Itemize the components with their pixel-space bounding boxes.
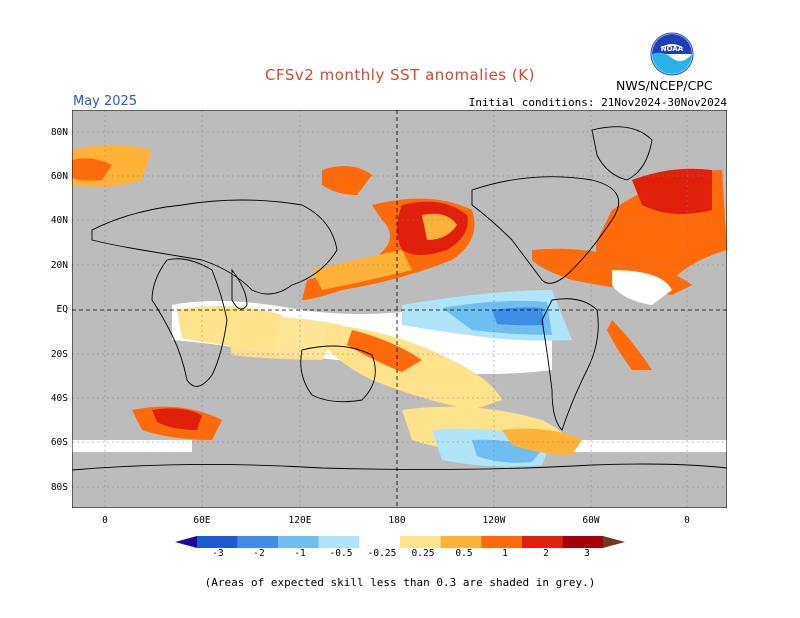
lat-label: 80N	[50, 127, 68, 138]
colorbar-segment	[400, 536, 441, 548]
lat-label: 20S	[50, 349, 68, 360]
colorbar-segment	[440, 536, 482, 548]
lat-label: 40S	[50, 393, 68, 404]
forecast-month: May 2025	[73, 94, 138, 109]
chart-title: CFSv2 monthly SST anomalies (K)	[265, 66, 535, 84]
skill-footnote: (Areas of expected skill less than 0.3 a…	[204, 576, 596, 589]
svg-text:NOAA: NOAA	[661, 45, 684, 53]
lat-label: 60N	[50, 171, 68, 182]
lon-label: 0	[684, 515, 690, 526]
colorbar-segment	[175, 536, 197, 548]
sst-anomaly-map	[72, 110, 727, 508]
noaa-logo-icon: NOAA	[650, 32, 694, 76]
colorbar-label: -0.25	[367, 548, 397, 559]
lon-label: 60E	[193, 515, 211, 526]
colorbar-segment	[359, 536, 400, 548]
colorbar-label: 0.25	[411, 548, 435, 559]
lat-label: 60S	[50, 437, 68, 448]
lon-label: 60W	[582, 515, 600, 526]
lat-label: 20N	[50, 260, 68, 271]
lat-label: 80S	[50, 482, 68, 493]
colorbar-label: 1	[502, 548, 508, 559]
lat-label: 40N	[50, 215, 68, 226]
colorbar-label: -1	[294, 548, 306, 559]
colorbar-label: 2	[543, 548, 549, 559]
colorbar-segment	[562, 536, 603, 548]
colorbar-segment	[278, 536, 319, 548]
lon-label: 120E	[288, 515, 312, 526]
colorbar-segment	[197, 536, 238, 548]
colorbar-segment	[481, 536, 522, 548]
lon-label: 0	[102, 515, 108, 526]
colorbar-label: 3	[584, 548, 590, 559]
lon-label: 180	[388, 515, 406, 526]
lon-label: 120W	[482, 515, 506, 526]
colorbar-segment	[521, 536, 563, 548]
agency-label: NWS/NCEP/CPC	[616, 78, 713, 93]
colorbar-segment	[318, 536, 360, 548]
colorbar	[175, 536, 625, 548]
initial-conditions: Initial conditions: 21Nov2024-30Nov2024	[468, 96, 727, 109]
colorbar-label: -2	[253, 548, 265, 559]
colorbar-label: -0.5	[329, 548, 353, 559]
colorbar-segment	[237, 536, 279, 548]
colorbar-segment	[603, 536, 625, 548]
lat-label: EQ	[56, 304, 68, 315]
colorbar-label: 0.5	[455, 548, 473, 559]
colorbar-label: -3	[212, 548, 224, 559]
